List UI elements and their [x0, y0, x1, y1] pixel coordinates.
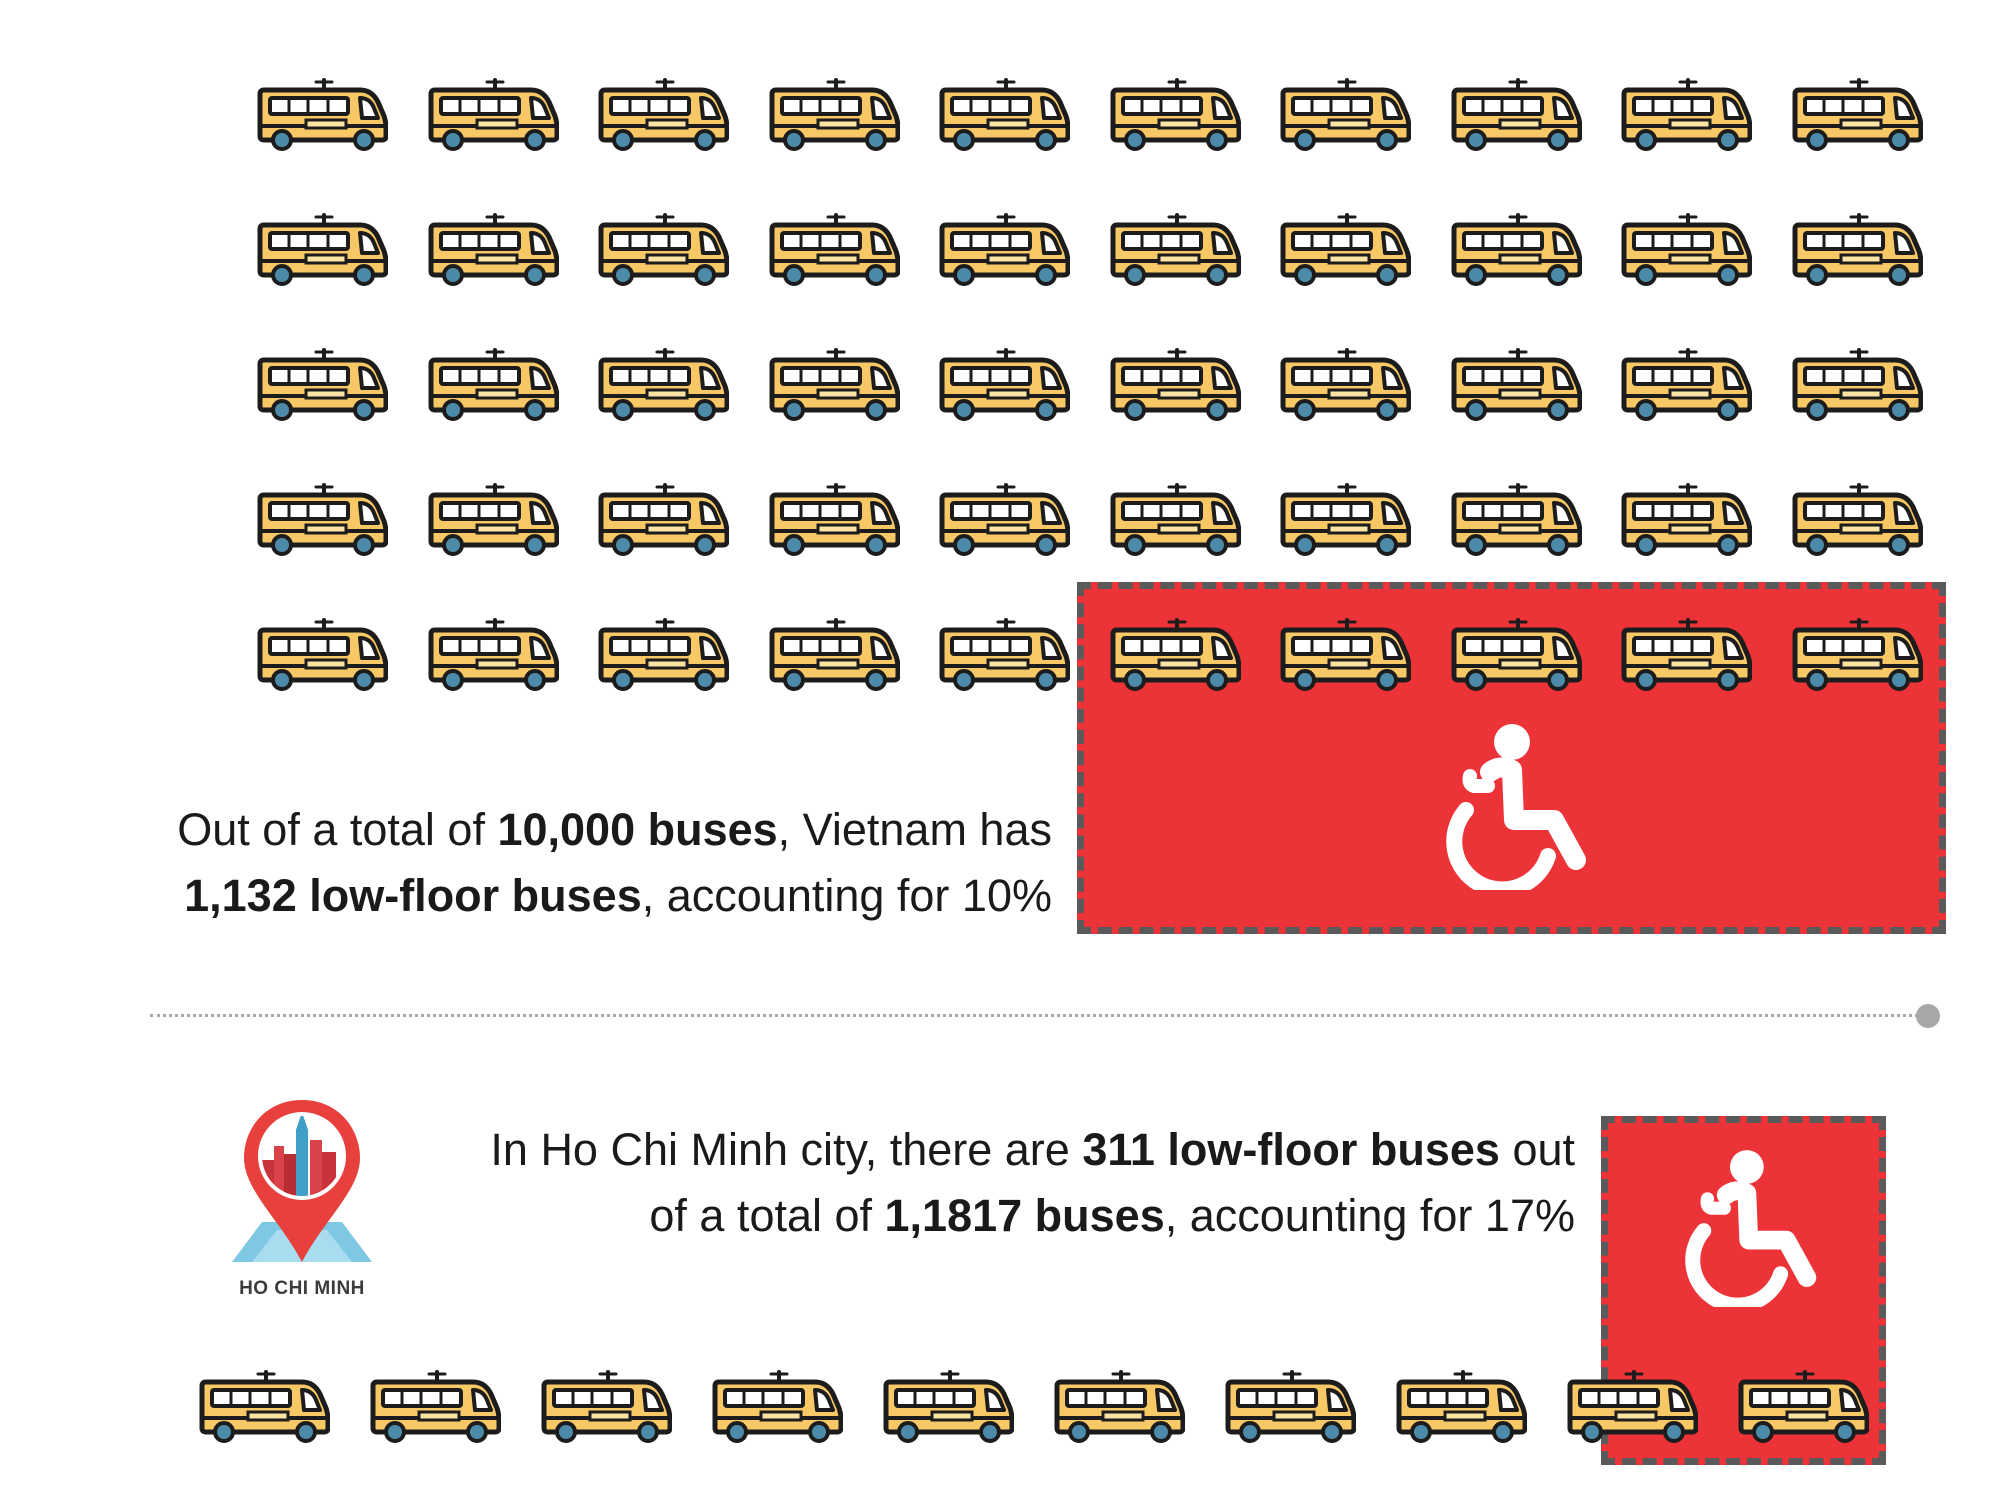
- bus-icon: [1791, 348, 1923, 422]
- bus-icon: [1279, 213, 1411, 287]
- vietnam-stat-line-1: Out of a total of 10,000 buses, Vietnam …: [177, 804, 1052, 855]
- vietnam-stat-text: Out of a total of 10,000 buses, Vietnam …: [52, 797, 1052, 929]
- bus-icon: [427, 348, 559, 422]
- hcm-stat-text: In Ho Chi Minh city, there are 311 low-f…: [375, 1117, 1575, 1249]
- bus-icon: [938, 618, 1070, 692]
- bus-icon: [938, 348, 1070, 422]
- bus-icon: [1279, 483, 1411, 557]
- bus-icon: [938, 483, 1070, 557]
- bus-icon: [1791, 483, 1923, 557]
- bus-icon: [1450, 483, 1582, 557]
- bus-icon: [1620, 213, 1752, 287]
- bus-icon: [1620, 78, 1752, 152]
- bus-icon: [882, 1370, 1014, 1444]
- bus-icon: [256, 618, 388, 692]
- bus-icon: [198, 1370, 330, 1444]
- bus-icon: [427, 483, 559, 557]
- bus-icon: [768, 78, 900, 152]
- bus-icon: [938, 78, 1070, 152]
- total-buses-value: 10,000 buses: [497, 804, 778, 855]
- bus-icon: [1450, 78, 1582, 152]
- bus-icon: [597, 78, 729, 152]
- bus-icon: [1279, 78, 1411, 152]
- bus-icon: [427, 618, 559, 692]
- bus-icon: [1620, 348, 1752, 422]
- wheelchair-icon: [1670, 1145, 1820, 1307]
- bus-icon: [711, 1370, 843, 1444]
- bus-icon: [1620, 483, 1752, 557]
- low-floor-buses-value: 1,132 low-floor buses: [184, 870, 642, 921]
- bus-icon: [1450, 348, 1582, 422]
- bus-icon: [1224, 1370, 1356, 1444]
- location-pin-icon: [232, 1100, 372, 1262]
- hcm-total-buses-value: 1,1817 buses: [884, 1190, 1165, 1241]
- bus-icon: [768, 213, 900, 287]
- bus-icon: [427, 213, 559, 287]
- bus-icon: [256, 78, 388, 152]
- bus-icon: [597, 618, 729, 692]
- hcm-low-floor-value: 311 low-floor buses: [1082, 1124, 1500, 1175]
- bus-icon: [427, 78, 559, 152]
- bus-icon: [1109, 483, 1241, 557]
- bus-icon: [768, 348, 900, 422]
- bus-icon: [369, 1370, 501, 1444]
- vietnam-stat-line-2: 1,132 low-floor buses, accounting for 10…: [184, 870, 1052, 921]
- bus-icon: [256, 348, 388, 422]
- hcm-logo-label: HO CHI MINH: [239, 1278, 365, 1299]
- bus-icon: [1109, 348, 1241, 422]
- bus-icon: [768, 483, 900, 557]
- bus-icon: [768, 618, 900, 692]
- divider-end-dot: [1916, 1004, 1940, 1028]
- bus-icon: [1450, 213, 1582, 287]
- wheelchair-icon: [1430, 720, 1590, 890]
- bus-icon: [1279, 348, 1411, 422]
- bus-icon: [1791, 78, 1923, 152]
- bus-icon: [1053, 1370, 1185, 1444]
- bus-icon: [256, 483, 388, 557]
- bus-icon: [540, 1370, 672, 1444]
- bus-icon: [1109, 78, 1241, 152]
- bus-icon: [1395, 1370, 1527, 1444]
- bus-icon: [938, 213, 1070, 287]
- bus-icon: [256, 213, 388, 287]
- section-divider: [150, 1014, 1930, 1017]
- hcm-stat-line-1: In Ho Chi Minh city, there are 311 low-f…: [490, 1124, 1575, 1175]
- bus-icon: [1791, 213, 1923, 287]
- bus-icon: [1109, 213, 1241, 287]
- bus-icon: [597, 348, 729, 422]
- hcm-stat-line-2: of a total of 1,1817 buses, accounting f…: [649, 1190, 1575, 1241]
- bus-icon: [597, 483, 729, 557]
- bus-icon: [597, 213, 729, 287]
